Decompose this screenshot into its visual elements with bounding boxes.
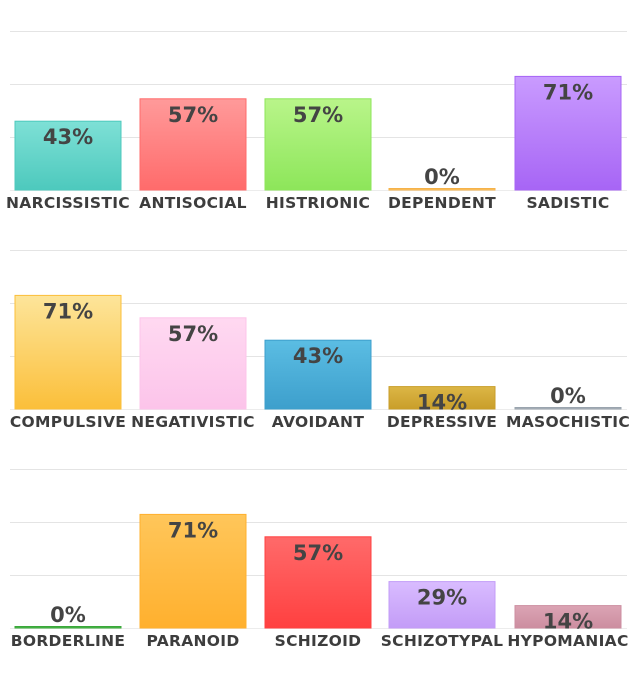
value-label-narcissistic: 43%	[43, 125, 93, 149]
bar-narcissistic	[14, 120, 122, 191]
category-label-paranoid: PARANOID	[146, 632, 239, 650]
bar-schizoid	[264, 536, 372, 629]
value-label-borderline: 0%	[50, 603, 86, 627]
category-label-depressive: DEPRESSIVE	[387, 413, 497, 431]
bar-avoidant	[264, 339, 372, 410]
category-label-borderline: BORDERLINE	[11, 632, 126, 650]
bar-negativistic	[139, 317, 247, 410]
value-label-sadistic: 71%	[543, 80, 593, 104]
bar-histrionic	[264, 98, 372, 191]
value-label-paranoid: 71%	[168, 518, 218, 542]
value-label-masochistic: 0%	[550, 384, 586, 408]
category-label-hypomaniac: HYPOMANIAC	[507, 632, 628, 650]
category-label-schizotypal: SCHIZOTYPAL	[381, 632, 504, 650]
value-label-negativistic: 57%	[168, 322, 218, 346]
value-label-hypomaniac: 14%	[543, 610, 593, 634]
value-label-dependent: 0%	[424, 165, 460, 189]
bar-masochistic	[514, 407, 622, 410]
value-label-depressive: 14%	[417, 391, 467, 415]
value-label-histrionic: 57%	[293, 103, 343, 127]
value-label-schizoid: 57%	[293, 541, 343, 565]
value-label-schizotypal: 29%	[417, 586, 467, 610]
category-label-histrionic: HISTRIONIC	[266, 194, 370, 212]
bar-compulsive	[14, 294, 122, 410]
chart-row-1: 43% NARCISSISTIC 57% ANTISOCIAL 57% HISTRIONI…	[6, 31, 627, 212]
bar-hypomaniac	[514, 605, 622, 629]
category-label-schizoid: SCHIZOID	[275, 632, 362, 650]
category-label-negativistic: NEGATIVISTIC	[131, 413, 255, 431]
chart-row-3: 0% BORDERLINE 71% PARANOID 57% SCHIZOID 29% SCH…	[10, 469, 628, 650]
value-label-compulsive: 71%	[43, 299, 93, 323]
bar-paranoid	[139, 513, 247, 629]
bar-sadistic	[514, 75, 622, 191]
bar-antisocial	[139, 98, 247, 191]
value-label-avoidant: 43%	[293, 344, 343, 368]
category-label-narcissistic: NARCISSISTIC	[6, 194, 130, 212]
bar-depressive	[388, 386, 496, 410]
category-label-antisocial: ANTISOCIAL	[139, 194, 247, 212]
bar-dependent	[388, 188, 496, 191]
category-label-masochistic: MASOCHISTIC	[506, 413, 630, 431]
value-label-antisocial: 57%	[168, 103, 218, 127]
chart-row-2: 71% COMPULSIVE 57% NEGATIVISTIC 43% AVOIDANT 1…	[10, 250, 630, 431]
category-label-compulsive: COMPULSIVE	[10, 413, 126, 431]
category-label-avoidant: AVOIDANT	[272, 413, 365, 431]
bar-borderline	[14, 626, 122, 629]
bar-schizotypal	[388, 581, 496, 629]
category-label-dependent: DEPENDENT	[388, 194, 496, 212]
category-label-sadistic: SADISTIC	[526, 194, 609, 212]
